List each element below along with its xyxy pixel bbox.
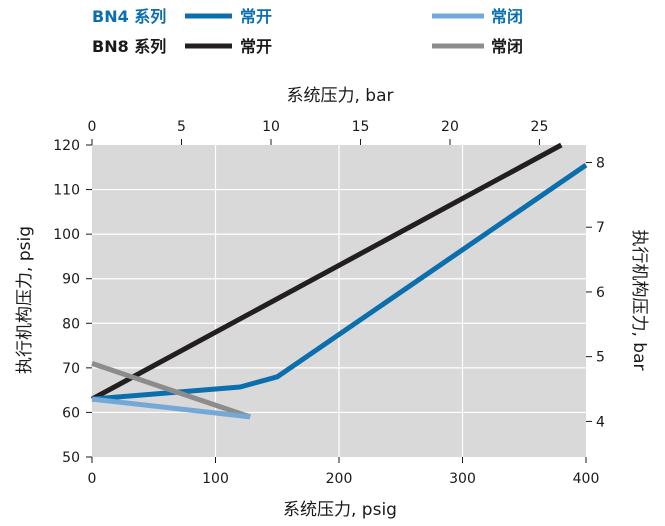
series-line-3 bbox=[91, 396, 251, 420]
series-line-1 bbox=[91, 163, 588, 402]
y-right-tick-label: 6 bbox=[596, 285, 605, 301]
legend-nc-label-bn4: 常闭 bbox=[491, 7, 523, 26]
y-right-tick-label: 4 bbox=[596, 414, 605, 430]
y-right-tick-label: 7 bbox=[596, 220, 605, 236]
x-top-tick-label: 25 bbox=[531, 119, 549, 135]
legend-nc-label-bn8: 常闭 bbox=[491, 37, 523, 56]
legend-series-label-bn4: BN4 系列 bbox=[92, 7, 166, 26]
y-right-axis-title: 执行机构压力, bar bbox=[629, 229, 649, 370]
legend-no-label-bn4: 常开 bbox=[240, 7, 272, 26]
grid-lines bbox=[92, 145, 586, 457]
y-left-tick-label: 100 bbox=[53, 227, 80, 243]
x-top-tick-label: 20 bbox=[441, 119, 459, 135]
y-left-tick-label: 80 bbox=[62, 316, 80, 332]
x-top-tick-label: 5 bbox=[177, 119, 186, 135]
x-bottom-tick-label: 0 bbox=[88, 471, 97, 487]
legend-no-label-bn8: 常开 bbox=[240, 37, 272, 56]
series-lines bbox=[90, 142, 588, 420]
y-left-tick-label: 120 bbox=[53, 138, 80, 154]
x-top-tick-label: 10 bbox=[262, 119, 280, 135]
legend-series-label-bn8: BN8 系列 bbox=[92, 37, 166, 56]
y-left-tick-label: 60 bbox=[62, 405, 80, 421]
y-left-tick-label: 70 bbox=[62, 361, 80, 377]
x-bottom-tick-label: 300 bbox=[449, 471, 476, 487]
y-right-tick-label: 5 bbox=[596, 350, 605, 366]
y-left-tick-label: 90 bbox=[62, 272, 80, 288]
x-bottom-tick-label: 200 bbox=[326, 471, 353, 487]
series-line-0 bbox=[90, 142, 563, 402]
x-top-tick-label: 15 bbox=[352, 119, 370, 135]
x-top-axis-title: 系统压力, bar bbox=[286, 86, 393, 106]
y-left-tick-label: 110 bbox=[53, 183, 80, 199]
legend-group-bn8: BN8 系列 常开 常闭 bbox=[92, 37, 523, 56]
y-left-tick-label: 50 bbox=[62, 450, 80, 466]
axes: 0 100 200 300 400 0 5 10 15 20 25 50 60 70 80 90 100 110 1… bbox=[53, 119, 605, 487]
x-bottom-axis-title: 系统压力, psig bbox=[283, 500, 397, 520]
x-bottom-tick-label: 400 bbox=[573, 471, 600, 487]
x-top-tick-label: 0 bbox=[88, 119, 97, 135]
series-line-2 bbox=[91, 361, 251, 420]
y-left-axis-title: 执行机构压力, psig bbox=[15, 226, 35, 374]
y-right-tick-label: 8 bbox=[596, 155, 605, 171]
legend-group-bn4: BN4 系列 常开 常闭 bbox=[92, 7, 523, 26]
legend: BN4 系列 常开 常闭 BN8 系列 常开 常闭 bbox=[92, 7, 523, 56]
x-bottom-tick-label: 100 bbox=[202, 471, 229, 487]
